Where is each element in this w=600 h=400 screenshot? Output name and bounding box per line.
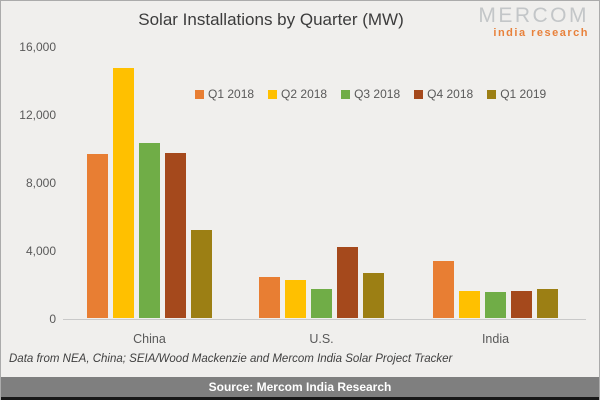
x-label-china: China (133, 332, 166, 346)
bar-india-q4-2018 (511, 291, 532, 318)
legend-label-q4-2018: Q4 2018 (427, 87, 474, 101)
legend-item-q2-2018: Q2 2018 (268, 87, 327, 101)
legend-swatch-q4-2018 (414, 89, 424, 99)
y-tick-label-0: 0 (49, 312, 56, 326)
bar-u-s--q3-2018 (311, 289, 332, 318)
chart-title: Solar Installations by Quarter (MW) (138, 10, 404, 29)
mercom-logo: MERCOM india research (478, 5, 589, 39)
bar-china-q4-2018 (165, 153, 186, 318)
x-label-india: India (481, 332, 510, 346)
source-bar: Source: Mercom India Research (1, 377, 599, 397)
bar-u-s--q2-2018 (285, 280, 306, 318)
x-label-u-s-: U.S. (309, 332, 334, 346)
mercom-logo-subtitle: india research (493, 27, 589, 39)
bar-india-q3-2018 (485, 292, 506, 318)
bar-china-q2-2018 (113, 68, 134, 318)
legend-swatch-q3-2018 (341, 89, 351, 99)
legend-label-q1-2018: Q1 2018 (208, 87, 255, 101)
legend-label-q3-2018: Q3 2018 (354, 87, 401, 101)
data-attribution-note: Data from NEA, China; SEIA/Wood Mackenzi… (9, 353, 453, 365)
legend-swatch-q1-2018 (195, 89, 204, 99)
mercom-logo-wordmark: MERCOM (478, 4, 589, 27)
legend-item-q1-2019: Q1 2019 (487, 87, 546, 101)
y-tick-label-8-000: 8,000 (25, 175, 56, 190)
y-tick-label-4-000: 4,000 (25, 243, 56, 258)
legend-item-q1-2018: Q1 2018 (195, 87, 254, 101)
bar-group-india (433, 261, 558, 318)
bar-group-u-s- (259, 247, 384, 318)
bar-china-q1-2018 (87, 154, 108, 318)
legend-label-q2-2018: Q2 2018 (281, 87, 328, 101)
bar-india-q2-2018 (459, 291, 480, 318)
bar-group-china (87, 68, 212, 318)
y-tick-label-16-000: 16,000 (19, 39, 56, 54)
legend-swatch-q1-2019 (487, 89, 497, 99)
bar-u-s--q1-2018 (259, 277, 280, 318)
legend-swatch-q2-2018 (268, 89, 278, 99)
legend-label-q1-2019: Q1 2019 (500, 87, 547, 101)
bar-u-s--q4-2018 (337, 247, 358, 318)
bar-china-q1-2019 (191, 230, 212, 318)
bottom-border (1, 397, 599, 400)
y-tick-label-12-000: 12,000 (19, 107, 56, 122)
bar-u-s--q1-2019 (363, 273, 384, 318)
bar-india-q1-2018 (433, 261, 454, 318)
bar-india-q1-2019 (537, 289, 558, 318)
x-axis-line (63, 319, 586, 320)
bar-china-q3-2018 (139, 143, 160, 318)
legend-item-q3-2018: Q3 2018 (341, 87, 400, 101)
legend-item-q4-2018: Q4 2018 (414, 87, 473, 101)
chart-legend: Q1 2018 Q2 2018 Q3 2018 Q4 2018 Q1 2019 (195, 87, 546, 101)
